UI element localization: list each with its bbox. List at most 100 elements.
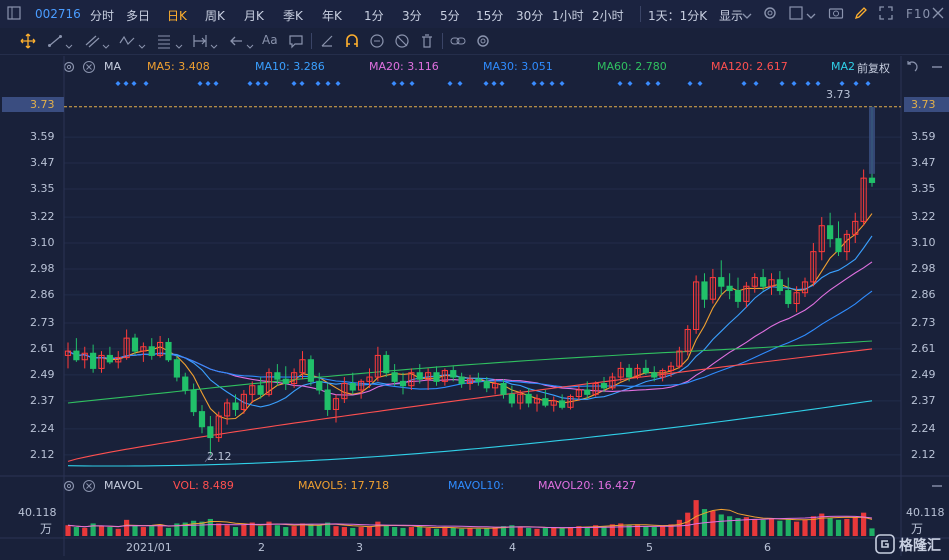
measure-range-icon[interactable] xyxy=(192,33,208,49)
candle[interactable] xyxy=(106,346,113,365)
candle[interactable] xyxy=(751,273,758,293)
volume-bar[interactable] xyxy=(584,527,590,536)
candle[interactable] xyxy=(475,372,482,386)
volume-bar[interactable] xyxy=(618,523,624,536)
candle[interactable] xyxy=(307,355,314,386)
candle[interactable] xyxy=(785,277,792,308)
candle[interactable] xyxy=(249,381,256,403)
volume-bar[interactable] xyxy=(408,527,414,536)
candle[interactable] xyxy=(182,372,189,395)
volume-bar[interactable] xyxy=(165,527,172,536)
candle[interactable] xyxy=(818,217,825,261)
camera-icon[interactable] xyxy=(828,5,844,21)
volume-bar[interactable] xyxy=(383,525,389,536)
volume-bar[interactable] xyxy=(559,527,565,536)
event-marker[interactable] xyxy=(839,81,845,86)
candle[interactable] xyxy=(500,379,507,399)
candle[interactable] xyxy=(835,221,842,256)
candle[interactable] xyxy=(827,212,834,248)
event-marker[interactable] xyxy=(655,81,661,86)
event-marker[interactable] xyxy=(213,81,219,86)
volume-bar[interactable] xyxy=(752,518,758,536)
event-marker[interactable] xyxy=(391,81,397,86)
candle[interactable] xyxy=(232,394,239,416)
candle[interactable] xyxy=(559,394,566,410)
volume-bar[interactable] xyxy=(735,518,741,536)
event-marker[interactable] xyxy=(447,81,453,86)
event-marker[interactable] xyxy=(741,81,747,86)
close-icon[interactable] xyxy=(82,59,96,78)
period-tab-2hour[interactable]: 2小时 xyxy=(592,9,624,23)
period-tab-30min[interactable]: 30分 xyxy=(516,9,544,23)
close-icon[interactable] xyxy=(82,478,96,497)
volume-bar[interactable] xyxy=(844,518,850,536)
volume-bar[interactable] xyxy=(132,525,138,536)
volume-bar[interactable] xyxy=(366,526,373,536)
candle[interactable] xyxy=(626,364,633,382)
event-marker[interactable] xyxy=(335,81,341,86)
volume-bar[interactable] xyxy=(467,527,473,536)
fullscreen-icon[interactable] xyxy=(878,5,894,21)
candle[interactable] xyxy=(131,333,139,356)
candle[interactable] xyxy=(64,342,72,369)
trend-line-icon[interactable] xyxy=(47,33,63,49)
event-marker[interactable] xyxy=(325,81,331,86)
candle[interactable] xyxy=(709,268,716,304)
volume-bar[interactable] xyxy=(810,516,816,536)
volume-bar[interactable] xyxy=(760,519,766,536)
volume-bar[interactable] xyxy=(551,527,557,536)
gear-icon[interactable] xyxy=(762,5,778,21)
event-marker[interactable] xyxy=(491,81,497,86)
volume-bar[interactable] xyxy=(861,512,867,536)
volume-bar[interactable] xyxy=(768,518,775,536)
candle[interactable] xyxy=(207,415,214,455)
candle[interactable] xyxy=(642,359,649,375)
candle[interactable] xyxy=(441,368,448,386)
volume-bar[interactable] xyxy=(182,522,188,536)
trash-icon[interactable] xyxy=(419,33,435,49)
undo-icon[interactable] xyxy=(904,59,918,78)
event-marker[interactable] xyxy=(399,81,405,86)
candle[interactable] xyxy=(609,372,616,391)
candle[interactable] xyxy=(860,169,867,226)
volume-bar[interactable] xyxy=(425,527,431,536)
volume-bar[interactable] xyxy=(727,516,733,536)
candle[interactable] xyxy=(525,387,532,408)
chevron-down-icon[interactable] xyxy=(138,36,154,52)
candle[interactable] xyxy=(801,277,809,298)
volume-bar[interactable] xyxy=(609,524,615,536)
candle[interactable] xyxy=(299,351,306,380)
event-marker[interactable] xyxy=(483,81,489,86)
candle[interactable] xyxy=(140,342,147,362)
volume-bar[interactable] xyxy=(668,524,674,536)
volume-bar[interactable] xyxy=(191,520,197,536)
event-marker[interactable] xyxy=(617,81,623,86)
event-marker[interactable] xyxy=(315,81,321,86)
event-marker[interactable] xyxy=(865,81,871,86)
volume-bar[interactable] xyxy=(777,520,783,536)
link-icon[interactable] xyxy=(450,33,466,49)
volume-bar[interactable] xyxy=(576,526,582,536)
volume-bar[interactable] xyxy=(308,524,314,536)
event-marker[interactable] xyxy=(291,81,297,86)
event-marker[interactable] xyxy=(645,81,651,86)
period-tab-1min[interactable]: 1分 xyxy=(364,9,384,23)
candle[interactable] xyxy=(433,366,440,386)
magnet-icon[interactable] xyxy=(344,33,360,49)
candle[interactable] xyxy=(718,260,725,295)
candle[interactable] xyxy=(575,385,582,401)
ma-indicator-name[interactable]: MA xyxy=(104,60,122,73)
volume-bar[interactable] xyxy=(534,528,540,536)
volume-bar[interactable] xyxy=(819,513,825,536)
candle[interactable] xyxy=(667,361,675,378)
volume-bar[interactable] xyxy=(333,526,339,536)
volume-bar[interactable] xyxy=(350,527,356,536)
event-marker[interactable] xyxy=(255,81,261,86)
hide-icon[interactable] xyxy=(394,33,410,49)
event-marker[interactable] xyxy=(247,81,253,86)
candle[interactable] xyxy=(617,361,624,382)
candle[interactable] xyxy=(316,372,323,395)
eraser-icon[interactable] xyxy=(319,33,335,49)
candle[interactable] xyxy=(550,396,557,412)
candle[interactable] xyxy=(466,374,474,391)
